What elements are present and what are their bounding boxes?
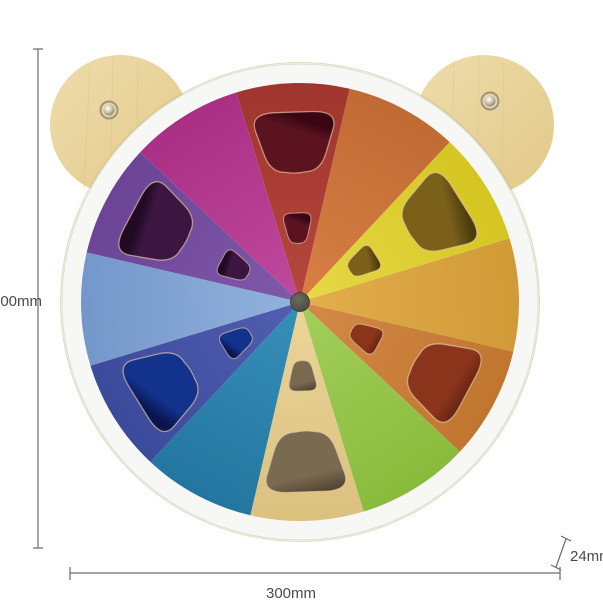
svg-text:300mm: 300mm [266, 585, 316, 602]
svg-text:24mm: 24mm [570, 548, 603, 565]
svg-text:300mm: 300mm [0, 293, 42, 310]
